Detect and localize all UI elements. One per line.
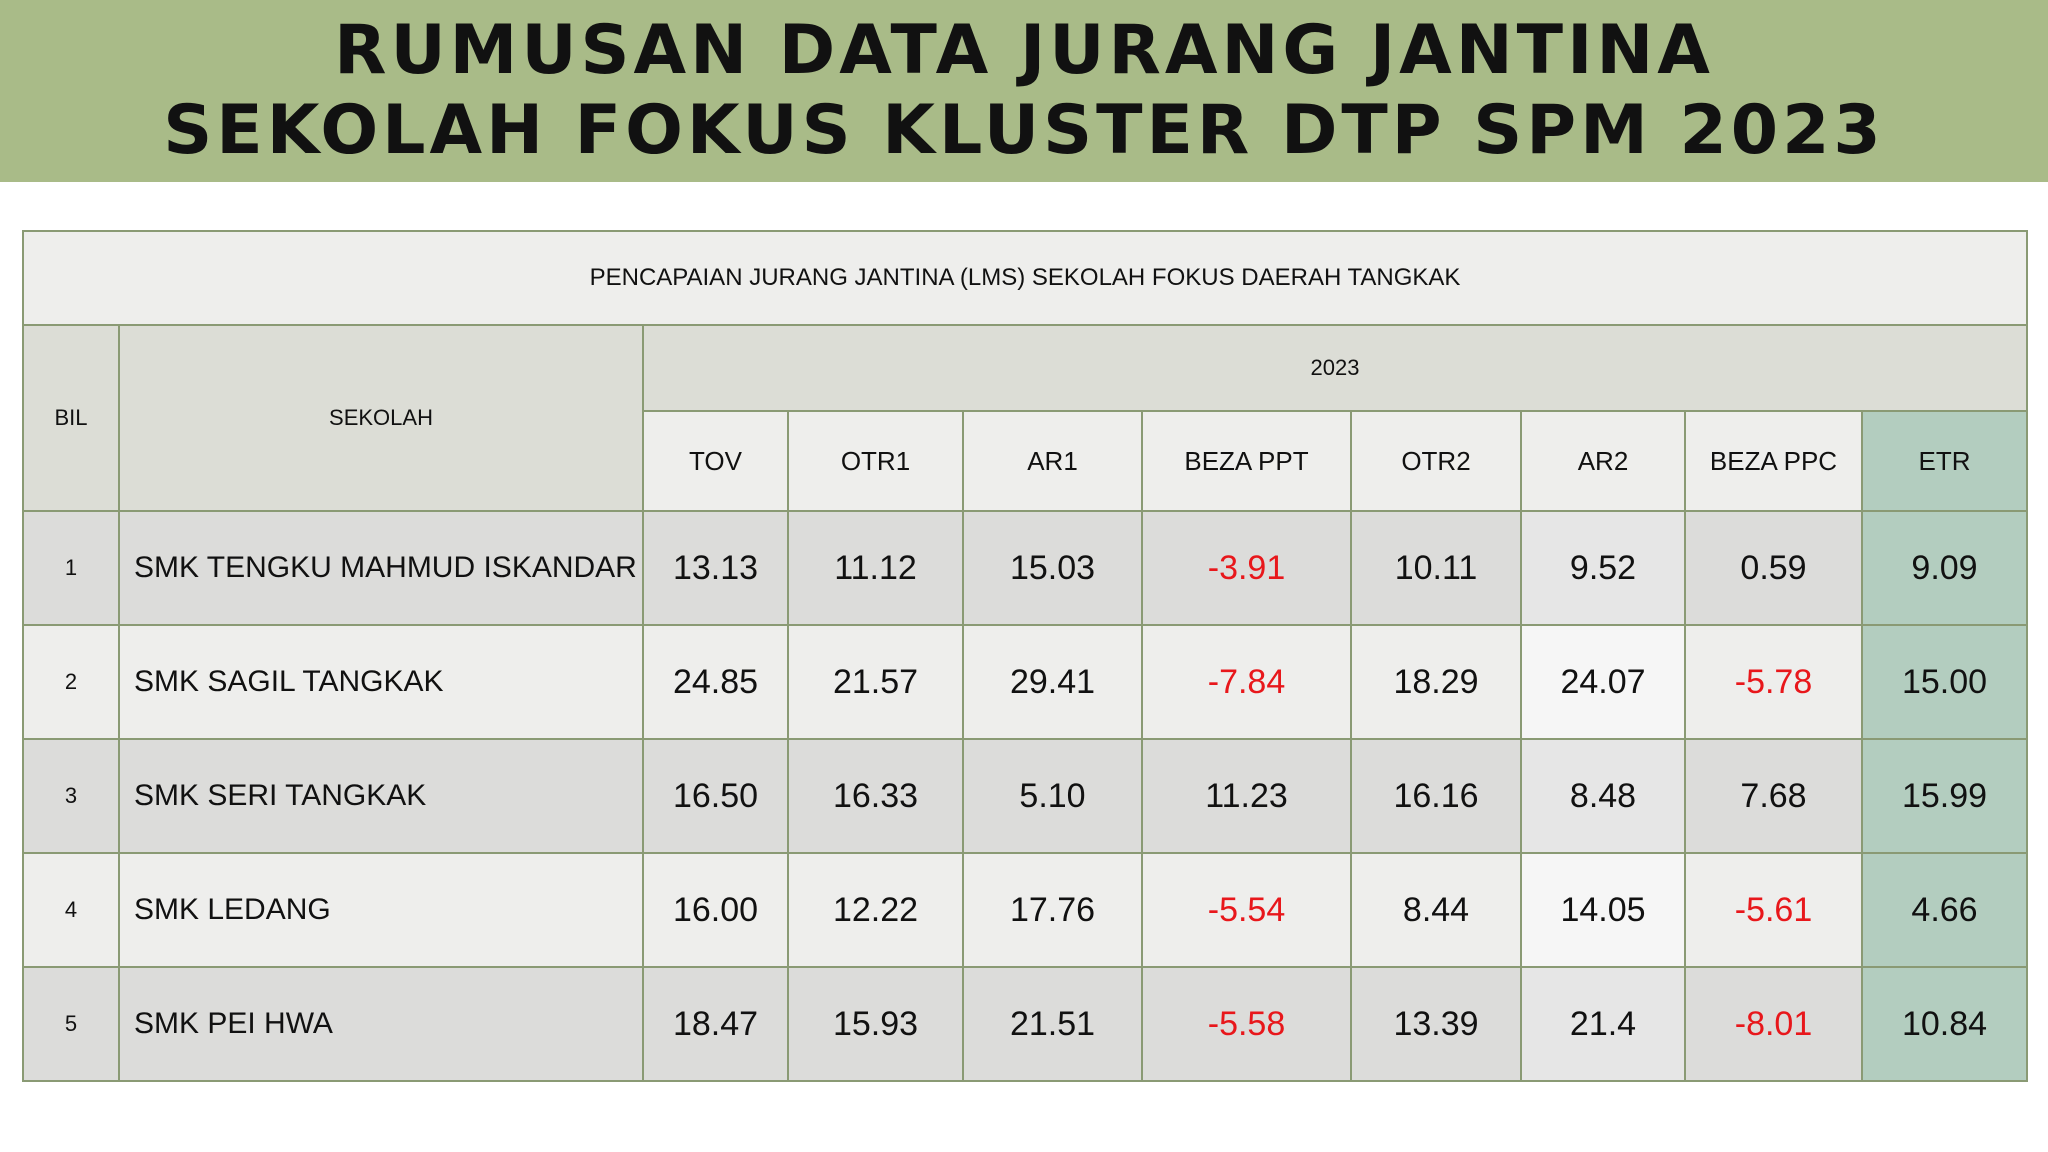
otr2-cell: 18.29 [1350, 624, 1522, 740]
table-row: 4 SMK LEDANG 16.00 12.22 17.76 -5.54 8.44 14.05… [22, 852, 2029, 968]
ar1-cell: 5.10 [962, 738, 1143, 854]
tov-cell: 18.47 [642, 966, 789, 1082]
school-name-cell: SMK SAGIL TANGKAK [118, 624, 644, 740]
ar1-cell: 15.03 [962, 510, 1143, 626]
school-name-cell: SMK SERI TANGKAK [118, 738, 644, 854]
beza-ppc-cell: 7.68 [1684, 738, 1863, 854]
ar2-cell: 14.05 [1520, 852, 1686, 968]
otr2-cell: 10.11 [1350, 510, 1522, 626]
tov-cell: 16.00 [642, 852, 789, 968]
page-title-line-1: RUMUSAN DATA JURANG JANTINA [334, 11, 1714, 90]
bil-cell: 3 [22, 738, 120, 854]
ar2-cell: 9.52 [1520, 510, 1686, 626]
gender-gap-table: PENCAPAIAN JURANG JANTINA (LMS) SEKOLAH … [21, 230, 2029, 1082]
ar1-cell: 17.76 [962, 852, 1143, 968]
year-header: 2023 [641, 324, 2029, 412]
table-row: 1 SMK TENGKU MAHMUD ISKANDAR 13.13 11.12 15.… [22, 510, 2029, 626]
school-name-cell: SMK TENGKU MAHMUD ISKANDAR [118, 510, 644, 626]
column-header-otr1: OTR1 [787, 410, 964, 512]
bil-cell: 5 [22, 966, 120, 1082]
otr2-cell: 8.44 [1350, 852, 1522, 968]
etr-cell: 10.84 [1860, 966, 2029, 1082]
data-table-container: PENCAPAIAN JURANG JANTINA (LMS) SEKOLAH … [21, 230, 2029, 1082]
beza-ppc-cell: 0.59 [1684, 510, 1863, 626]
page-title-line-2: SEKOLAH FOKUS KLUSTER DTP SPM 2023 [163, 91, 1885, 170]
sekolah-header: SEKOLAH [118, 324, 644, 512]
beza-ppt-cell: -7.84 [1141, 624, 1352, 740]
beza-ppc-cell: -8.01 [1684, 966, 1863, 1082]
bil-cell: 4 [22, 852, 120, 968]
ar1-cell: 21.51 [962, 966, 1143, 1082]
title-banner: RUMUSAN DATA JURANG JANTINA SEKOLAH FOKU… [0, 0, 2048, 182]
column-header-tov: TOV [642, 410, 789, 512]
etr-cell: 4.66 [1860, 852, 2029, 968]
beza-ppt-cell: 11.23 [1141, 738, 1352, 854]
column-header-beza-ppc: BEZA PPC [1684, 410, 1863, 512]
ar1-cell: 29.41 [962, 624, 1143, 740]
etr-cell: 9.09 [1860, 510, 2029, 626]
otr2-cell: 16.16 [1350, 738, 1522, 854]
beza-ppt-cell: -5.58 [1141, 966, 1352, 1082]
beza-ppt-cell: -3.91 [1141, 510, 1352, 626]
otr1-cell: 12.22 [787, 852, 964, 968]
otr1-cell: 16.33 [787, 738, 964, 854]
beza-ppc-cell: -5.61 [1684, 852, 1863, 968]
column-header-ar2: AR2 [1520, 410, 1686, 512]
column-header-beza-ppt: BEZA PPT [1141, 410, 1352, 512]
table-caption: PENCAPAIAN JURANG JANTINA (LMS) SEKOLAH … [21, 230, 2029, 326]
tov-cell: 16.50 [642, 738, 789, 854]
beza-ppt-cell: -5.54 [1141, 852, 1352, 968]
column-header-otr2: OTR2 [1350, 410, 1522, 512]
bil-cell: 2 [22, 624, 120, 740]
bil-cell: 1 [22, 510, 120, 626]
table-row: 5 SMK PEI HWA 18.47 15.93 21.51 -5.58 13.39 21.… [22, 966, 2029, 1082]
ar2-cell: 8.48 [1520, 738, 1686, 854]
table-row: 2 SMK SAGIL TANGKAK 24.85 21.57 29.41 -7.84 18… [22, 624, 2029, 740]
column-header-etr: ETR [1860, 410, 2029, 512]
tov-cell: 24.85 [642, 624, 789, 740]
etr-cell: 15.00 [1860, 624, 2029, 740]
beza-ppc-cell: -5.78 [1684, 624, 1863, 740]
ar2-cell: 21.4 [1520, 966, 1686, 1082]
bil-header: BIL [22, 324, 120, 512]
otr2-cell: 13.39 [1350, 966, 1522, 1082]
otr1-cell: 11.12 [787, 510, 964, 626]
column-header-ar1: AR1 [962, 410, 1143, 512]
school-name-cell: SMK LEDANG [118, 852, 644, 968]
table-row: 3 SMK SERI TANGKAK 16.50 16.33 5.10 11.23 16.1… [22, 738, 2029, 854]
school-name-cell: SMK PEI HWA [118, 966, 644, 1082]
column-header-row: TOV OTR1 AR1 BEZA PPT OTR2 AR2 BEZA PPC ETR [23, 410, 2029, 512]
etr-cell: 15.99 [1860, 738, 2029, 854]
tov-cell: 13.13 [642, 510, 789, 626]
otr1-cell: 21.57 [787, 624, 964, 740]
otr1-cell: 15.93 [787, 966, 964, 1082]
ar2-cell: 24.07 [1520, 624, 1686, 740]
